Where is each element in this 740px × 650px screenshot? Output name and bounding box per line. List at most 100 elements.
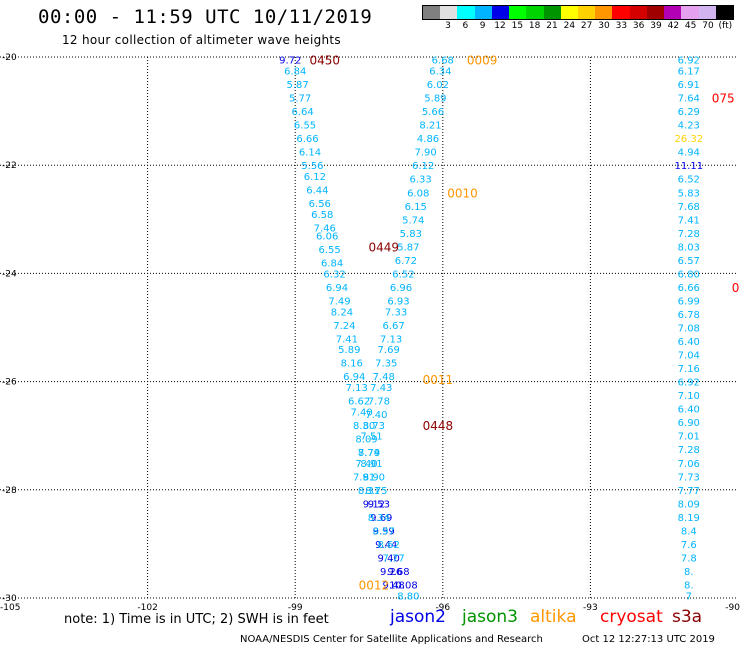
wave-height-value: 7.43 <box>370 383 392 394</box>
wave-height-value: 7.01 <box>678 432 700 443</box>
wave-height-value: 8.31 <box>358 486 380 497</box>
colorbar-swatch <box>560 6 578 19</box>
latitude-tick-label: -24 <box>2 269 17 279</box>
wave-height-value: 8.16 <box>341 359 363 370</box>
wave-height-value: 6.94 <box>326 283 348 294</box>
wave-height-value: 7.13 <box>380 334 402 345</box>
wave-height-value: 7.73 <box>678 472 700 483</box>
wave-height-value: 8.30 <box>353 421 375 432</box>
wave-height-value: 8.97 <box>373 526 395 537</box>
wave-height-value: 8.19 <box>678 513 700 524</box>
colorbar-labels: 3 6 9 12 15 18 21 24 27 30 33 36 39 42 45 70 (ft) <box>422 21 734 35</box>
wave-height-value: 4.23 <box>678 121 700 132</box>
colorbar-unit: (ft) <box>718 21 733 31</box>
colorbar-swatch <box>664 6 682 19</box>
wave-height-value: 6.58 <box>311 210 333 221</box>
colorbar-label: 70 <box>702 21 714 31</box>
colorbar-swatch <box>715 6 733 19</box>
wave-height-value: 6.06 <box>316 232 338 243</box>
colorbar-swatch <box>491 6 510 19</box>
wave-height-value: 6.62 <box>348 397 370 408</box>
legend-item-jason3: jason3 <box>462 607 518 627</box>
colorbar-swatch <box>577 6 596 19</box>
grid-lines <box>0 56 738 599</box>
wave-height-value: 6.15 <box>405 202 427 213</box>
legend-item-cryosat: cryosat <box>600 607 663 627</box>
pass-time-label: 0009 <box>467 54 498 68</box>
wave-height-value: 10.08 <box>389 580 418 591</box>
credit-text: NOAA/NESDIS Center for Satellite Applica… <box>240 634 543 645</box>
footer-note: note: 1) Time is in UTC; 2) SWH is in fe… <box>64 612 329 627</box>
wave-height-value: 7.68 <box>678 202 700 213</box>
wave-height-value: 8.91 <box>360 459 382 470</box>
pass-time-label: 075 <box>712 92 735 106</box>
wave-height-value: 6.80 <box>678 269 700 280</box>
wave-height-value: 5.87 <box>397 242 419 253</box>
colorbar-label: 18 <box>528 21 541 31</box>
wave-height-value: 5.56 <box>301 161 323 172</box>
colorbar-swatch <box>595 6 613 19</box>
wave-height-value: 6.84 <box>284 67 306 78</box>
colorbar-label: 21 <box>546 21 558 31</box>
wave-height-value: 8.62 <box>378 540 400 551</box>
wave-height-value: 7.35 <box>375 359 397 370</box>
wave-height-value: 7.79 <box>358 448 380 459</box>
wave-height-value: 5.74 <box>402 215 424 226</box>
wave-height-value: 7.24 <box>333 321 355 332</box>
wave-height-value: 9.26 <box>380 567 402 578</box>
colorbar-swatch <box>612 6 630 19</box>
wave-height-value: 6.40 <box>678 405 700 416</box>
wave-height-value: 6.94 <box>343 372 365 383</box>
wave-height-value: 7.69 <box>378 345 400 356</box>
colorbar-swatch <box>440 6 458 19</box>
wave-height-value: 7.48 <box>373 372 395 383</box>
wave-height-value: 8. <box>684 580 694 591</box>
wave-height-value: 9.59 <box>373 526 395 537</box>
wave-height-value: 9.48 <box>382 580 404 591</box>
pass-time-label: 0010 <box>447 186 478 200</box>
wave-height-value: 6.66 <box>296 134 318 145</box>
wave-height-value: 7.41 <box>336 334 358 345</box>
colorbar-label: 3 <box>445 21 451 31</box>
wave-height-value: 6.32 <box>323 269 345 280</box>
wave-height-value: 9.69 <box>370 513 392 524</box>
wave-height-value: 6.92 <box>678 56 700 67</box>
wave-height-value: 8.34 <box>368 513 390 524</box>
wave-height-value: 8.4 <box>681 526 697 537</box>
wave-height-value: 6.99 <box>678 296 700 307</box>
wave-height-value: 7.40 <box>365 410 387 421</box>
latitude-tick-label: -30 <box>2 594 17 604</box>
wave-height-value: 7.40 <box>350 407 372 418</box>
colorbar-label: 39 <box>650 21 662 31</box>
colorbar-label: 24 <box>563 21 576 31</box>
wave-height-value: 9.44 <box>375 540 397 551</box>
wave-height-value: 8.09 <box>678 499 700 510</box>
wave-height-value: 7.28 <box>678 229 700 240</box>
wave-height-value: 6.02 <box>427 80 449 91</box>
wave-height-value: 9.40 <box>378 553 400 564</box>
wave-height-value: 7.10 <box>678 391 700 402</box>
wave-height-value: 5.83 <box>400 229 422 240</box>
legend-item-altika: altika <box>530 607 577 627</box>
wave-height-value: 6.52 <box>678 175 700 186</box>
colorbar <box>422 5 734 20</box>
wave-height-value: 6.56 <box>309 199 331 210</box>
colorbar-swatch <box>543 6 561 19</box>
wave-height-value: 9.12 <box>363 499 385 510</box>
colorbar-swatch <box>681 6 699 19</box>
wave-height-value: 6.96 <box>390 283 412 294</box>
wave-height-value: 6.72 <box>395 256 417 267</box>
wave-height-value: 8.75 <box>365 486 387 497</box>
wave-height-value: 8. <box>684 567 694 578</box>
wave-height-value: 6.93 <box>387 296 409 307</box>
wave-height-value: 6.44 <box>306 186 328 197</box>
wave-height-value: 6.66 <box>678 283 700 294</box>
colorbar-swatch <box>457 6 475 19</box>
latitude-tick-label: -28 <box>2 486 17 496</box>
wave-height-value: 7.49 <box>328 296 350 307</box>
wave-height-value: 6.55 <box>319 245 341 256</box>
colorbar-swatch <box>509 6 527 19</box>
wave-height-value: 7.33 <box>385 307 407 318</box>
wave-height-value: 5.83 <box>678 188 700 199</box>
pass-time-label: 0449 <box>368 240 399 254</box>
